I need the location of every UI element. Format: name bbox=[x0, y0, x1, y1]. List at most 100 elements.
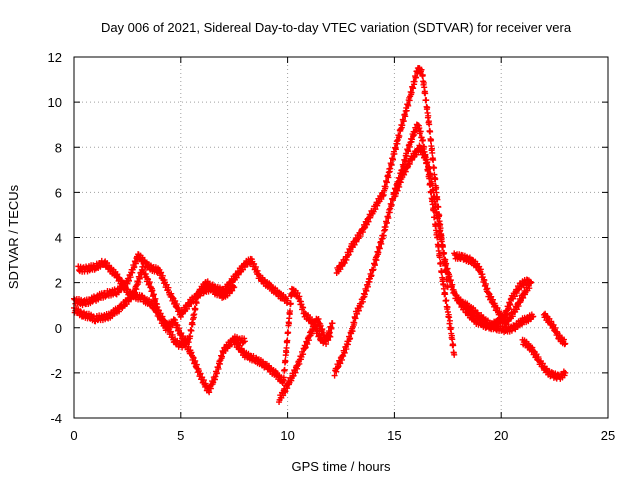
data-point-plus bbox=[392, 146, 399, 153]
y-tick-label: 10 bbox=[48, 95, 62, 110]
axis-ticks: 0 5 10 15 20 25 -4 -2 0 2 4 6 8 10 12 bbox=[48, 50, 616, 443]
data-point-plus bbox=[213, 370, 220, 377]
y-tick-label: -2 bbox=[50, 366, 62, 381]
data-point-plus bbox=[347, 248, 354, 255]
data-point-plus bbox=[317, 322, 324, 329]
data-point-plus bbox=[79, 302, 86, 309]
data-point-plus bbox=[231, 284, 238, 291]
data-point-plus bbox=[364, 283, 371, 290]
data-point-plus bbox=[393, 190, 400, 197]
data-point-plus bbox=[354, 310, 361, 317]
data-point-plus bbox=[329, 320, 336, 327]
data-point-plus bbox=[192, 357, 199, 364]
data-point-plus bbox=[562, 340, 569, 347]
data-point-plus bbox=[406, 161, 413, 168]
series-track bbox=[519, 336, 569, 382]
data-point-plus bbox=[396, 133, 403, 140]
data-point-plus bbox=[368, 272, 375, 279]
data-point-plus bbox=[530, 313, 537, 320]
data-point-plus bbox=[290, 372, 297, 379]
data-point-plus bbox=[149, 287, 156, 294]
data-point-plus bbox=[281, 366, 288, 373]
series-track bbox=[455, 276, 532, 332]
data-point-plus bbox=[383, 179, 390, 186]
data-point-plus bbox=[300, 304, 307, 311]
series-track bbox=[71, 263, 238, 351]
data-point-plus bbox=[376, 245, 383, 252]
data-point-plus bbox=[158, 269, 165, 276]
data-point-plus bbox=[126, 277, 133, 284]
data-point-plus bbox=[387, 165, 394, 172]
x-tick-label: 25 bbox=[601, 428, 615, 443]
data-point-plus bbox=[424, 104, 431, 111]
data-point-plus bbox=[355, 307, 362, 314]
data-point-plus bbox=[206, 389, 213, 396]
data-point-plus bbox=[450, 342, 457, 349]
data-point-plus bbox=[241, 338, 248, 345]
data-point-plus bbox=[282, 388, 289, 395]
data-point-plus bbox=[363, 287, 370, 294]
data-point-plus bbox=[416, 125, 423, 132]
data-point-plus bbox=[432, 204, 439, 211]
data-point-plus bbox=[562, 369, 569, 376]
data-point-plus bbox=[139, 263, 146, 270]
data-point-plus bbox=[193, 300, 200, 307]
data-point-plus bbox=[287, 300, 294, 307]
y-tick-label: 8 bbox=[55, 140, 62, 155]
data-point-plus bbox=[419, 72, 426, 79]
data-point-plus bbox=[219, 353, 226, 360]
data-point-plus bbox=[434, 215, 441, 222]
data-point-plus bbox=[525, 280, 532, 287]
data-point-plus bbox=[394, 187, 401, 194]
data-point-plus bbox=[331, 372, 338, 379]
data-point-plus bbox=[130, 294, 137, 301]
data-point-plus bbox=[146, 279, 153, 286]
data-point-plus bbox=[429, 149, 436, 156]
data-point-plus bbox=[412, 74, 419, 81]
x-axis-title: GPS time / hours bbox=[292, 459, 391, 474]
data-point-plus bbox=[427, 175, 434, 182]
x-tick-label: 10 bbox=[280, 428, 294, 443]
data-point-plus bbox=[298, 301, 305, 308]
data-point-plus bbox=[371, 262, 378, 269]
data-point-plus bbox=[163, 320, 170, 327]
data-point-plus bbox=[411, 78, 418, 85]
data-point-plus bbox=[241, 335, 248, 342]
data-point-plus bbox=[440, 285, 447, 292]
y-tick-label: 6 bbox=[55, 185, 62, 200]
data-point-plus bbox=[507, 301, 514, 308]
data-point-plus bbox=[418, 66, 425, 73]
y-tick-label: 0 bbox=[55, 321, 62, 336]
data-point-plus bbox=[363, 221, 370, 228]
data-point-plus bbox=[439, 243, 446, 250]
data-point-plus bbox=[443, 260, 450, 267]
data-point-plus bbox=[422, 90, 429, 97]
data-point-plus bbox=[482, 280, 489, 287]
data-point-plus bbox=[388, 161, 395, 168]
data-point-plus bbox=[441, 249, 448, 256]
data-point-plus bbox=[285, 329, 292, 336]
data-point-plus bbox=[283, 344, 290, 351]
data-point-plus bbox=[433, 208, 440, 215]
data-point-plus bbox=[340, 353, 347, 360]
data-point-plus bbox=[375, 249, 382, 256]
data-point-plus bbox=[428, 136, 435, 143]
data-point-plus bbox=[401, 171, 408, 178]
data-point-plus bbox=[436, 254, 443, 261]
y-tick-label: 2 bbox=[55, 276, 62, 291]
data-point-plus bbox=[351, 319, 358, 326]
data-point-plus bbox=[400, 118, 407, 125]
data-point-plus bbox=[163, 281, 170, 288]
data-point-plus bbox=[215, 365, 222, 372]
data-point-plus bbox=[430, 186, 437, 193]
data-point-plus bbox=[352, 315, 359, 322]
data-point-plus bbox=[427, 128, 434, 135]
data-point-plus bbox=[429, 180, 436, 187]
data-point-plus bbox=[361, 291, 368, 298]
data-point-plus bbox=[410, 85, 417, 92]
data-point-plus bbox=[172, 297, 179, 304]
data-point-plus bbox=[131, 290, 138, 297]
data-point-plus bbox=[390, 156, 397, 163]
data-point-plus bbox=[426, 164, 433, 171]
